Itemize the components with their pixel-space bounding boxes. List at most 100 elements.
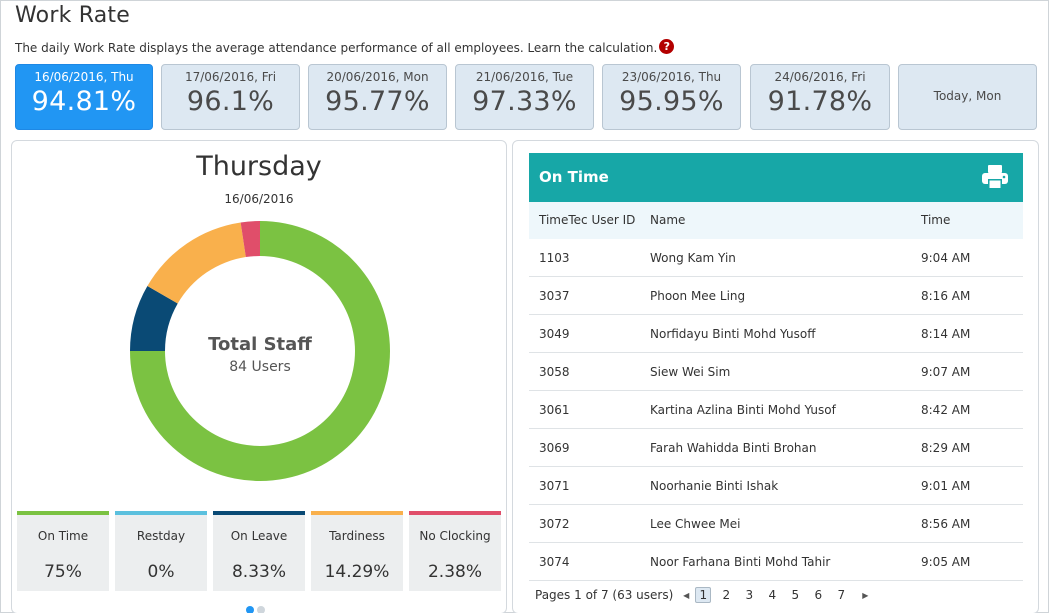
donut-slice-no-clocking[interactable] — [240, 221, 260, 258]
column-header-name[interactable]: Name — [650, 213, 686, 227]
day-cards: 16/06/2016, Thu 94.81% 17/06/2016, Fri 96.1… — [15, 64, 1037, 130]
table-row[interactable]: 3061 Kartina Azlina Binti Mohd Yusof 8:42 … — [529, 391, 1023, 429]
page-description: The daily Work Rate displays the average… — [15, 39, 675, 55]
day-card-date: 23/06/2016, Thu — [621, 70, 722, 84]
table-header: TimeTec User ID Name Time — [529, 202, 1023, 239]
table-row[interactable]: 3072 Lee Chwee Mei 8:56 AM — [529, 505, 1023, 543]
table-row[interactable]: 3074 Noor Farhana Binti Mohd Tahir 9:05 AM — [529, 543, 1023, 581]
cell-user-id: 3071 — [539, 479, 570, 493]
page-number[interactable]: 5 — [791, 588, 800, 602]
cell-time: 9:04 AM — [921, 251, 971, 265]
legend-color-bar — [213, 511, 305, 515]
page-number[interactable]: 4 — [768, 588, 777, 602]
pagination-summary: Pages 1 of 7 (63 users) — [535, 588, 674, 602]
day-card-rate: 96.1% — [186, 86, 275, 117]
legend-color-bar — [17, 511, 109, 515]
legend-label: On Time — [37, 529, 89, 543]
cell-time: 9:07 AM — [921, 365, 971, 379]
status-legend: On Time 75% Restday 0% On Leave 8.33% Tardines… — [17, 511, 503, 591]
printer-icon[interactable] — [981, 164, 1009, 190]
day-card-date: 21/06/2016, Tue — [475, 70, 574, 84]
donut-slice-tardiness[interactable] — [147, 222, 246, 304]
day-card-rate: 95.95% — [619, 86, 724, 117]
cell-name: Wong Kam Yin — [650, 251, 736, 265]
column-header-user-id[interactable]: TimeTec User ID — [539, 213, 636, 227]
legend-label: On Leave — [230, 529, 288, 543]
table-row[interactable]: 3069 Farah Wahidda Binti Brohan 8:29 AM — [529, 429, 1023, 467]
legend-color-bar — [311, 511, 403, 515]
page-number[interactable]: 2 — [722, 588, 731, 602]
next-page-icon[interactable]: ▶ — [862, 591, 869, 600]
cell-user-id: 3069 — [539, 441, 570, 455]
cell-time: 8:56 AM — [921, 517, 971, 531]
day-card-date: 24/06/2016, Fri — [774, 70, 866, 84]
table-row[interactable]: 3037 Phoon Mee Ling 8:16 AM — [529, 277, 1023, 315]
legend-item[interactable]: Tardiness 14.29% — [311, 511, 403, 591]
attendance-summary-panel: Thursday 16/06/2016 Total Staff 84 Users… — [11, 140, 507, 613]
legend-value: 2.38% — [427, 562, 482, 582]
day-card[interactable]: 24/06/2016, Fri 91.78% — [750, 64, 890, 130]
table-row[interactable]: 3071 Noorhanie Binti Ishak 9:01 AM — [529, 467, 1023, 505]
prev-page-icon[interactable]: ◀ — [683, 591, 690, 600]
legend-value: 75% — [44, 562, 82, 582]
day-card-date: 20/06/2016, Mon — [326, 70, 429, 84]
legend-label: Tardiness — [329, 529, 385, 543]
day-name: Thursday — [196, 151, 322, 182]
day-card-date: 16/06/2016, Thu — [34, 70, 134, 84]
legend-item[interactable]: On Leave 8.33% — [213, 511, 305, 591]
column-header-time[interactable]: Time — [921, 213, 951, 227]
cell-name: Farah Wahidda Binti Brohan — [650, 441, 817, 455]
attendance-donut-chart — [130, 221, 390, 481]
user-table-body: 1103 Wong Kam Yin 9:04 AM 3037 Phoon Mee Lin… — [529, 239, 1023, 581]
day-card-rate: 97.33% — [472, 86, 577, 117]
cell-name: Phoon Mee Ling — [650, 289, 746, 303]
cell-time: 8:14 AM — [921, 327, 971, 341]
cell-time: 9:01 AM — [921, 479, 971, 493]
cell-name: Noor Farhana Binti Mohd Tahir — [650, 555, 831, 569]
day-date: 16/06/2016 — [224, 192, 294, 206]
page-number[interactable]: 3 — [745, 588, 754, 602]
cell-name: Lee Chwee Mei — [650, 517, 741, 531]
cell-user-id: 3037 — [539, 289, 570, 303]
carousel-dot[interactable] — [257, 606, 265, 613]
legend-color-bar — [115, 511, 207, 515]
table-row[interactable]: 1103 Wong Kam Yin 9:04 AM — [529, 239, 1023, 277]
legend-label: No Clocking — [419, 529, 491, 543]
donut-slice-on-leave[interactable] — [130, 286, 178, 351]
day-card-today[interactable]: Today, Mon — [898, 64, 1037, 130]
legend-item[interactable]: No Clocking 2.38% — [409, 511, 501, 591]
day-card-rate: 94.81% — [31, 86, 137, 117]
carousel-dots — [246, 599, 268, 613]
carousel-dot[interactable] — [246, 606, 254, 613]
table-row[interactable]: 3049 Norfidayu Binti Mohd Yusoff 8:14 AM — [529, 315, 1023, 353]
day-card[interactable]: 16/06/2016, Thu 94.81% — [15, 64, 153, 130]
cell-user-id: 1103 — [539, 251, 570, 265]
page-title: Work Rate — [15, 3, 130, 28]
page-description-text: The daily Work Rate displays the average… — [15, 41, 658, 55]
legend-value: 14.29% — [324, 562, 390, 582]
cell-time: 8:29 AM — [921, 441, 971, 455]
page-number[interactable]: 1 — [695, 587, 712, 603]
legend-color-bar — [409, 511, 501, 515]
cell-name: Norfidayu Binti Mohd Yusoff — [650, 327, 816, 341]
legend-item[interactable]: Restday 0% — [115, 511, 207, 591]
help-icon[interactable]: ? — [659, 39, 675, 54]
day-card[interactable]: 21/06/2016, Tue 97.33% — [455, 64, 594, 130]
cell-name: Siew Wei Sim — [650, 365, 731, 379]
pagination: Pages 1 of 7 (63 users) ◀ 1 2 3 4 5 6 7 ▶ — [535, 587, 874, 603]
day-card-date: 17/06/2016, Fri — [184, 70, 277, 84]
day-card[interactable]: 17/06/2016, Fri 96.1% — [161, 64, 300, 130]
cell-user-id: 3061 — [539, 403, 570, 417]
cell-time: 8:16 AM — [921, 289, 971, 303]
legend-item[interactable]: On Time 75% — [17, 511, 109, 591]
table-row[interactable]: 3058 Siew Wei Sim 9:07 AM — [529, 353, 1023, 391]
cell-time: 8:42 AM — [921, 403, 971, 417]
day-card[interactable]: 23/06/2016, Thu 95.95% — [602, 64, 741, 130]
cell-name: Noorhanie Binti Ishak — [650, 479, 779, 493]
page-number[interactable]: 6 — [814, 588, 823, 602]
day-card-rate: 95.77% — [325, 86, 430, 117]
page-number[interactable]: 7 — [837, 588, 846, 602]
list-title: On Time — [539, 168, 609, 186]
day-card[interactable]: 20/06/2016, Mon 95.77% — [308, 64, 447, 130]
user-list-panel: On Time TimeTec User ID Name Time 1103 Wo… — [512, 140, 1039, 613]
